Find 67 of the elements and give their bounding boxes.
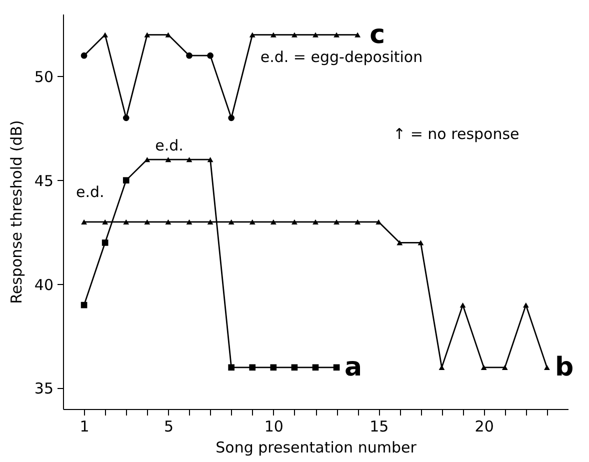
annotation: ↑ = no response	[393, 125, 520, 143]
point	[144, 32, 150, 38]
y-tick-label: 35	[34, 380, 54, 398]
point	[292, 32, 298, 38]
point	[270, 219, 276, 224]
point	[186, 219, 192, 224]
annotation: e.d.	[76, 182, 104, 201]
annotation: a	[344, 352, 362, 382]
point	[186, 156, 192, 162]
point	[376, 219, 382, 224]
x-axis-title: Song presentation number	[216, 438, 418, 456]
point	[228, 364, 234, 371]
point	[334, 32, 340, 38]
point	[165, 156, 172, 162]
x-tick-label: 1	[80, 418, 90, 436]
y-tick-label: 50	[34, 68, 54, 86]
point	[312, 219, 318, 224]
y-tick-label: 40	[34, 276, 54, 294]
annotation: b	[554, 352, 574, 382]
point	[122, 177, 130, 184]
point	[122, 114, 130, 122]
point	[502, 364, 508, 370]
point	[249, 32, 256, 38]
point	[80, 302, 88, 308]
point	[334, 219, 340, 224]
point	[207, 52, 214, 59]
point	[396, 240, 403, 246]
point	[165, 32, 172, 38]
point	[249, 364, 256, 371]
annotation: e.d.	[155, 136, 184, 155]
point	[312, 364, 319, 371]
point	[144, 156, 150, 162]
point	[102, 32, 108, 38]
point	[418, 240, 424, 246]
point	[333, 364, 340, 371]
x-tick-label: 5	[164, 418, 174, 436]
point	[102, 240, 108, 246]
point	[312, 32, 318, 38]
point	[270, 364, 277, 371]
point	[249, 219, 256, 224]
point	[292, 219, 298, 224]
point	[522, 302, 529, 308]
point	[123, 219, 130, 224]
point	[207, 156, 214, 162]
point	[80, 52, 88, 59]
point	[228, 219, 234, 224]
point	[186, 52, 192, 59]
point	[270, 32, 276, 38]
point	[291, 364, 298, 371]
y-axis-title: Response threshold (dB)	[7, 120, 26, 304]
point	[354, 32, 361, 38]
point	[207, 219, 214, 224]
point	[544, 364, 550, 370]
x-tick-label: 20	[474, 418, 494, 436]
point	[81, 219, 87, 224]
point	[460, 302, 466, 308]
point	[102, 219, 108, 224]
point	[144, 219, 150, 224]
point	[354, 219, 361, 224]
x-tick-label: 10	[264, 418, 284, 436]
point	[228, 114, 234, 122]
annotation: c	[370, 20, 386, 50]
point	[480, 364, 487, 370]
point	[165, 219, 172, 224]
x-tick-label: 15	[370, 418, 389, 436]
annotation: e.d. = egg-deposition	[260, 48, 423, 66]
y-tick-label: 45	[34, 172, 54, 190]
